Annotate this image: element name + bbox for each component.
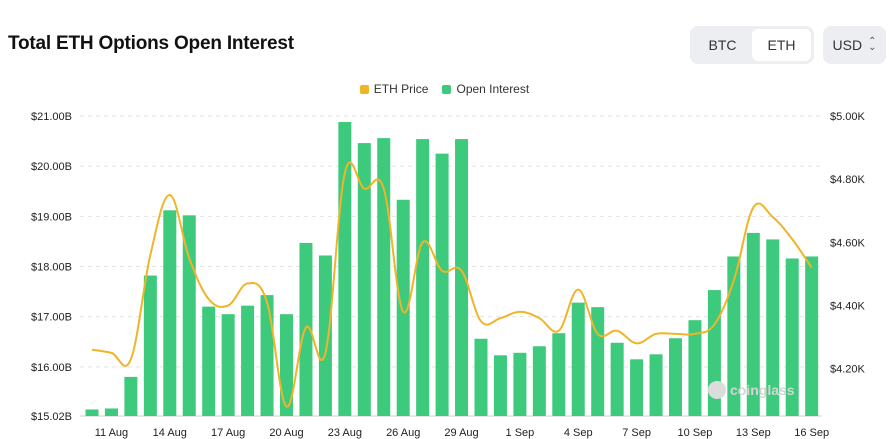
y-right-tick-label: $4.60K bbox=[830, 237, 866, 249]
legend-swatch-price bbox=[359, 84, 369, 94]
legend-item-eth-price[interactable]: ETH Price bbox=[359, 82, 429, 96]
asset-toggle: BTC ETH bbox=[690, 26, 814, 64]
y-left-tick-label: $18.00B bbox=[31, 262, 72, 274]
oi-bar bbox=[649, 354, 663, 416]
oi-bar bbox=[202, 306, 216, 416]
y-left-tick-label: $20.00B bbox=[31, 161, 72, 173]
oi-bar bbox=[260, 295, 274, 416]
oi-bar bbox=[318, 255, 332, 416]
oi-bar bbox=[688, 320, 702, 416]
chevron-updown-icon: ⌃ ⌄ bbox=[868, 36, 877, 53]
oi-bar bbox=[85, 409, 99, 416]
oi-bar bbox=[669, 338, 682, 416]
oi-bar bbox=[591, 307, 605, 416]
x-tick-label: 14 Aug bbox=[153, 427, 187, 439]
oi-bar bbox=[493, 355, 507, 416]
oi-bar bbox=[143, 275, 157, 416]
oi-bar bbox=[746, 232, 760, 416]
oi-bar bbox=[552, 333, 566, 416]
watermark: coinglass bbox=[708, 381, 795, 399]
watermark-text: coinglass bbox=[730, 382, 795, 398]
chart-legend: ETH Price Open Interest bbox=[0, 82, 889, 96]
y-right-tick-label: $4.20K bbox=[830, 364, 866, 376]
x-tick-label: 29 Aug bbox=[444, 427, 478, 439]
oi-bar bbox=[513, 352, 527, 416]
x-tick-label: 20 Aug bbox=[269, 427, 303, 439]
legend-label-oi: Open Interest bbox=[456, 82, 530, 96]
oi-bar bbox=[610, 342, 624, 416]
oi-bar bbox=[785, 258, 799, 416]
coinglass-logo-icon bbox=[708, 381, 726, 399]
oi-bar bbox=[532, 346, 546, 416]
x-tick-label: 1 Sep bbox=[506, 427, 535, 439]
y-right-tick-label: $4.40K bbox=[830, 300, 866, 312]
oi-bar bbox=[435, 153, 449, 416]
x-tick-label: 23 Aug bbox=[328, 427, 362, 439]
y-left-tick-label: $19.00B bbox=[31, 211, 72, 223]
oi-bar bbox=[416, 139, 430, 417]
oi-bar bbox=[221, 314, 235, 416]
btc-toggle-button[interactable]: BTC bbox=[708, 37, 737, 53]
currency-value: USD bbox=[832, 37, 863, 53]
oi-bar bbox=[124, 376, 138, 416]
oi-bar bbox=[630, 359, 644, 416]
x-tick-label: 4 Sep bbox=[564, 427, 593, 439]
x-tick-label: 7 Sep bbox=[622, 427, 651, 439]
legend-swatch-oi bbox=[442, 84, 452, 94]
legend-item-open-interest[interactable]: Open Interest bbox=[442, 82, 529, 96]
oi-bar bbox=[396, 199, 410, 416]
oi-bar bbox=[163, 210, 177, 416]
y-left-tick-label: $17.00B bbox=[31, 312, 72, 324]
oi-bar bbox=[766, 239, 780, 416]
oi-bar bbox=[280, 314, 293, 416]
x-tick-label: 11 Aug bbox=[95, 427, 128, 439]
oi-bar bbox=[455, 139, 469, 417]
x-tick-label: 10 Sep bbox=[678, 427, 713, 439]
oi-bar bbox=[727, 256, 741, 416]
oi-bar bbox=[357, 143, 371, 416]
y-right-tick-label: $4.80K bbox=[830, 174, 866, 186]
eth-price-line bbox=[91, 161, 813, 408]
x-tick-label: 17 Aug bbox=[211, 427, 245, 439]
y-left-tick-label: $16.00B bbox=[31, 362, 72, 374]
legend-label-price: ETH Price bbox=[373, 82, 429, 96]
x-tick-label: 13 Sep bbox=[736, 427, 771, 439]
currency-select[interactable]: USD ⌃ ⌄ bbox=[823, 26, 886, 64]
x-tick-label: 16 Sep bbox=[794, 427, 829, 439]
oi-bar bbox=[338, 122, 352, 416]
oi-bar bbox=[474, 338, 488, 416]
oi-bar bbox=[571, 302, 585, 416]
y-right-tick-label: $5.00K bbox=[830, 111, 866, 123]
y-left-tick-label: $21.00B bbox=[31, 111, 72, 123]
x-tick-label: 26 Aug bbox=[386, 427, 420, 439]
y-left-tick-label: $15.02B bbox=[31, 411, 72, 423]
oi-bar bbox=[805, 256, 819, 416]
oi-bar bbox=[241, 305, 255, 416]
eth-toggle-button[interactable]: ETH bbox=[752, 29, 811, 61]
oi-bar bbox=[104, 408, 118, 416]
chart-title: Total ETH Options Open Interest bbox=[8, 33, 294, 54]
